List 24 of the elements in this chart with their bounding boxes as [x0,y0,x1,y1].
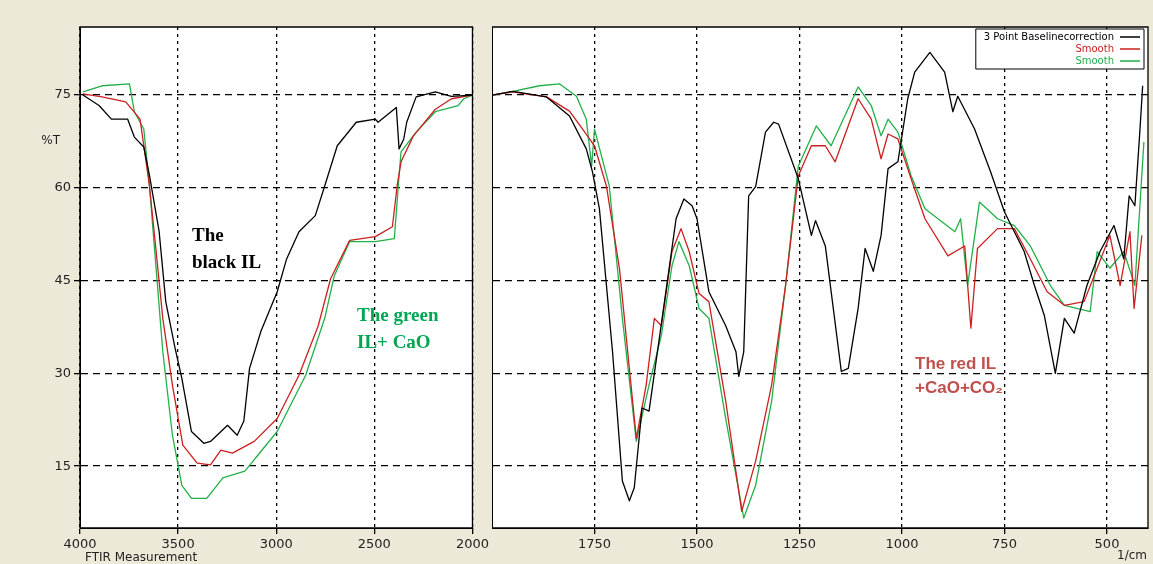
text: FTIR Measurement [85,550,198,564]
legend-label: 3 Point Baselinecorrection [983,30,1114,42]
x-tick-label: 1750 [577,536,612,552]
x-tick-label: 2500 [357,536,391,552]
legend-label: Smooth [1075,54,1114,66]
annotation: The black IL [192,223,262,273]
y-tick-label: 15 [54,457,71,473]
x-tick-label: 2000 [455,536,489,552]
x-tick-label: 3000 [259,536,293,552]
x-tick-label: 4000 [63,536,97,552]
annotation: The red IL +CaO+CO₂ [915,353,1003,398]
x-axis-title: 1/cm [1117,548,1147,563]
y-tick-label: 30 [54,364,71,380]
legend-label: Smooth [1075,42,1114,54]
y-tick-label: 60 [54,179,71,195]
annotation: The green IL+ CaO [357,303,439,353]
y-tick-label: 45 [54,271,71,287]
x-tick-label: 3500 [161,536,195,552]
x-tick-label: 750 [992,536,1017,552]
y-axis-title: %T [41,133,61,148]
x-tick-label: 1000 [885,536,919,552]
x-tick-label: 1250 [782,536,817,552]
y-tick-label: 75 [54,86,71,102]
x-tick-label: 1500 [680,536,714,552]
